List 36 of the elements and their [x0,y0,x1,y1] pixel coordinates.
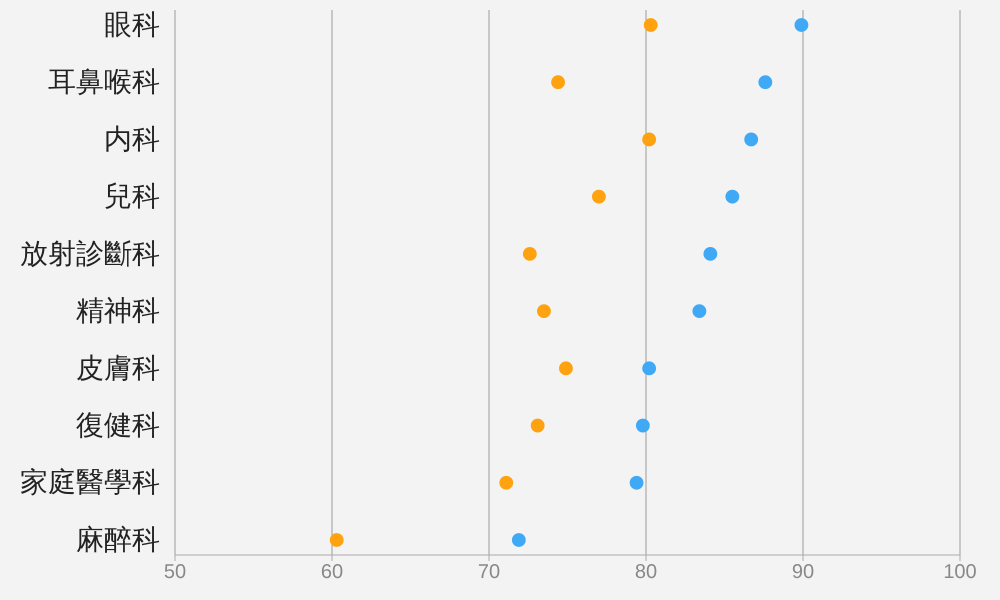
y-tick-label: 耳鼻喉科 [48,66,160,98]
point [644,18,658,32]
x-tick-label: 100 [943,561,977,584]
point [522,246,537,261]
y-tick-label: 精神科 [76,295,160,326]
point [559,361,573,376]
x-tick-label: 50 [164,561,186,584]
x-tick-label: 80 [634,561,658,584]
point [512,533,526,547]
point [692,304,706,318]
point [758,75,772,90]
point [537,304,551,318]
point [794,18,808,32]
point [744,132,758,146]
x-tick-label: 60 [320,561,344,584]
y-tick-label: 麻醉科 [76,524,160,555]
point [499,476,514,490]
point [592,190,606,204]
point [330,533,344,547]
x-tick-label: 90 [792,561,814,584]
point [642,361,656,376]
point [636,418,650,432]
y-tick-label: 兒科 [104,180,160,212]
y-tick-label: 放射診斷科 [20,238,160,269]
y-tick-label: 復健科 [76,410,160,441]
x-tick-label: 70 [478,561,500,584]
point [530,418,545,432]
point [703,246,718,261]
y-tick-label: 眼科 [104,8,160,40]
point [630,476,644,490]
point [642,132,656,146]
point [551,75,565,90]
y-tick-label: 内科 [104,123,160,154]
y-tick-label: 皮膚科 [76,352,160,384]
point [725,190,740,204]
y-tick-label: 家庭醫學科 [20,466,160,498]
